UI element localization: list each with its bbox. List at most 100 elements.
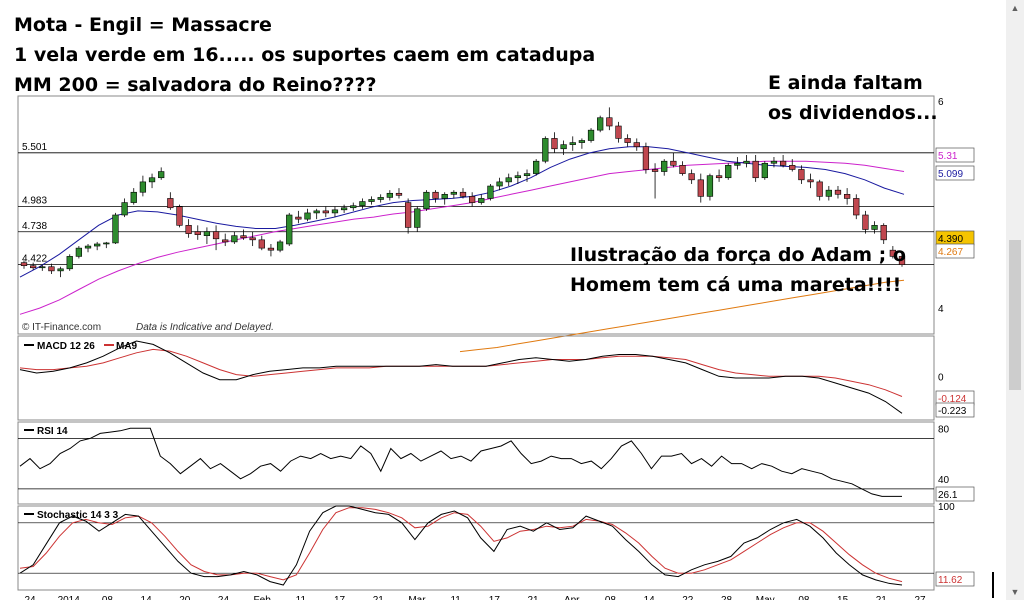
price-value-tag: 4.267: [938, 247, 963, 258]
scroll-up-icon[interactable]: ▲: [1010, 3, 1020, 13]
candle-body: [249, 237, 256, 241]
candle-body: [386, 192, 393, 198]
support-label: 4.738: [22, 221, 47, 232]
candle-body: [103, 242, 110, 245]
x-tick-label: 2014: [58, 595, 81, 600]
rsi-tick-label: 80: [938, 424, 950, 435]
candle-body: [368, 199, 375, 202]
price-panel: 5.501 4.983 4.738 4.422 6 4 5.31 5.099 4.390 4.26…: [17, 95, 975, 353]
candle-body: [267, 247, 275, 251]
candle-body: [203, 231, 211, 236]
macd-frame: [17, 335, 935, 421]
x-tick-label: 14: [141, 595, 153, 600]
candle-body: [706, 175, 714, 197]
stoch-value-tag: 11.62: [938, 575, 963, 586]
data-disclaimer: Data is Indicative and Delayed.: [136, 322, 274, 333]
candle-body: [377, 197, 384, 200]
candle-body: [75, 247, 83, 257]
candle-body: [39, 266, 46, 269]
price-value-tag-box: [935, 147, 975, 163]
x-tick-label: 22: [682, 595, 694, 600]
candle-body: [487, 185, 494, 199]
candle-body: [286, 214, 293, 245]
candle-body: [853, 198, 860, 216]
macd-tick-label: 0: [938, 372, 944, 383]
candle-body: [816, 181, 823, 197]
x-tick-label: 17: [489, 595, 501, 600]
x-tick-label: 27: [914, 595, 926, 600]
scrollbar-thumb[interactable]: [1009, 240, 1021, 390]
stoch-frame: [17, 505, 935, 591]
candle-body: [578, 140, 586, 143]
macd-panel: 0 MACD 12 26 MA9 -0.124-0.223: [17, 335, 975, 421]
price-tick-label: 6: [938, 97, 944, 108]
candle-body: [542, 138, 549, 162]
rsi-line: [19, 427, 902, 497]
support-label: 4.983: [22, 195, 47, 206]
candle-body: [597, 117, 604, 131]
candle-body: [130, 191, 137, 203]
candle-body: [340, 207, 348, 211]
x-tick-label: 21: [876, 595, 888, 600]
candle-body: [770, 160, 778, 164]
stoch-legend-label: Stochastic 14 3 3: [37, 510, 119, 521]
dividends-note-line-1: E ainda faltam: [768, 72, 923, 94]
candle-body: [533, 160, 540, 174]
stoch-value-tag-box: [935, 571, 975, 587]
candle-body: [112, 214, 119, 244]
x-tick-label: 17: [334, 595, 346, 600]
x-tick-label: 08: [798, 595, 810, 600]
candle-body: [414, 208, 421, 228]
candle-body: [569, 142, 576, 145]
candle-body: [789, 165, 796, 170]
macd-signal-line: [19, 348, 903, 397]
x-tick-label: 24: [24, 595, 36, 600]
candle-body: [505, 177, 512, 183]
candle-body: [551, 138, 558, 150]
candle-body: [834, 189, 842, 195]
candle-body: [459, 191, 467, 197]
candle-body: [514, 175, 522, 179]
scroll-down-icon[interactable]: ▼: [1010, 587, 1020, 597]
candle-body: [432, 191, 439, 199]
macd-value-tag-box: [935, 402, 975, 418]
stoch-d-line: [19, 507, 903, 583]
candle-body: [231, 235, 238, 243]
headline-title: Mota - Engil = Massacre: [14, 14, 272, 36]
candle-body: [688, 173, 695, 181]
candle-body: [807, 179, 814, 183]
candle-body: [139, 181, 147, 193]
candle-body: [185, 225, 192, 234]
candle-body: [84, 245, 92, 249]
candle-body: [761, 162, 768, 179]
candle-body: [606, 117, 613, 127]
price-tick-label: 4: [938, 304, 944, 315]
candle-body: [395, 192, 403, 196]
candle-body: [313, 210, 320, 214]
adam-note-line-1: Ilustração da força do Adam ; o: [570, 244, 906, 266]
candle-body: [779, 160, 787, 166]
headline-support-comment: 1 vela verde em 16..... os suportes caem…: [14, 44, 596, 66]
rsi-value-tag: 26.1: [938, 490, 958, 501]
x-tick-label: May: [756, 595, 775, 600]
candle-body: [697, 179, 704, 197]
candle-body: [615, 125, 622, 139]
candle-body: [478, 198, 485, 203]
stoch-k-line: [19, 505, 903, 586]
x-tick-label: 15: [837, 595, 849, 600]
candle-body: [176, 206, 183, 226]
price-frame: [17, 95, 935, 335]
x-tick-label: 28: [721, 595, 733, 600]
candle-body: [66, 256, 73, 270]
x-tick-label: 11: [296, 595, 307, 600]
candle-body: [423, 191, 430, 210]
divider: [992, 572, 994, 598]
candle-body: [862, 214, 869, 230]
candle-body: [715, 175, 723, 179]
price-value-tag: 4.390: [938, 234, 963, 245]
candle-body: [212, 231, 220, 240]
x-tick-label: 24: [218, 595, 230, 600]
candle-body: [158, 171, 165, 179]
x-tick-label: 11: [450, 595, 461, 600]
x-tick-label: 21: [527, 595, 539, 600]
